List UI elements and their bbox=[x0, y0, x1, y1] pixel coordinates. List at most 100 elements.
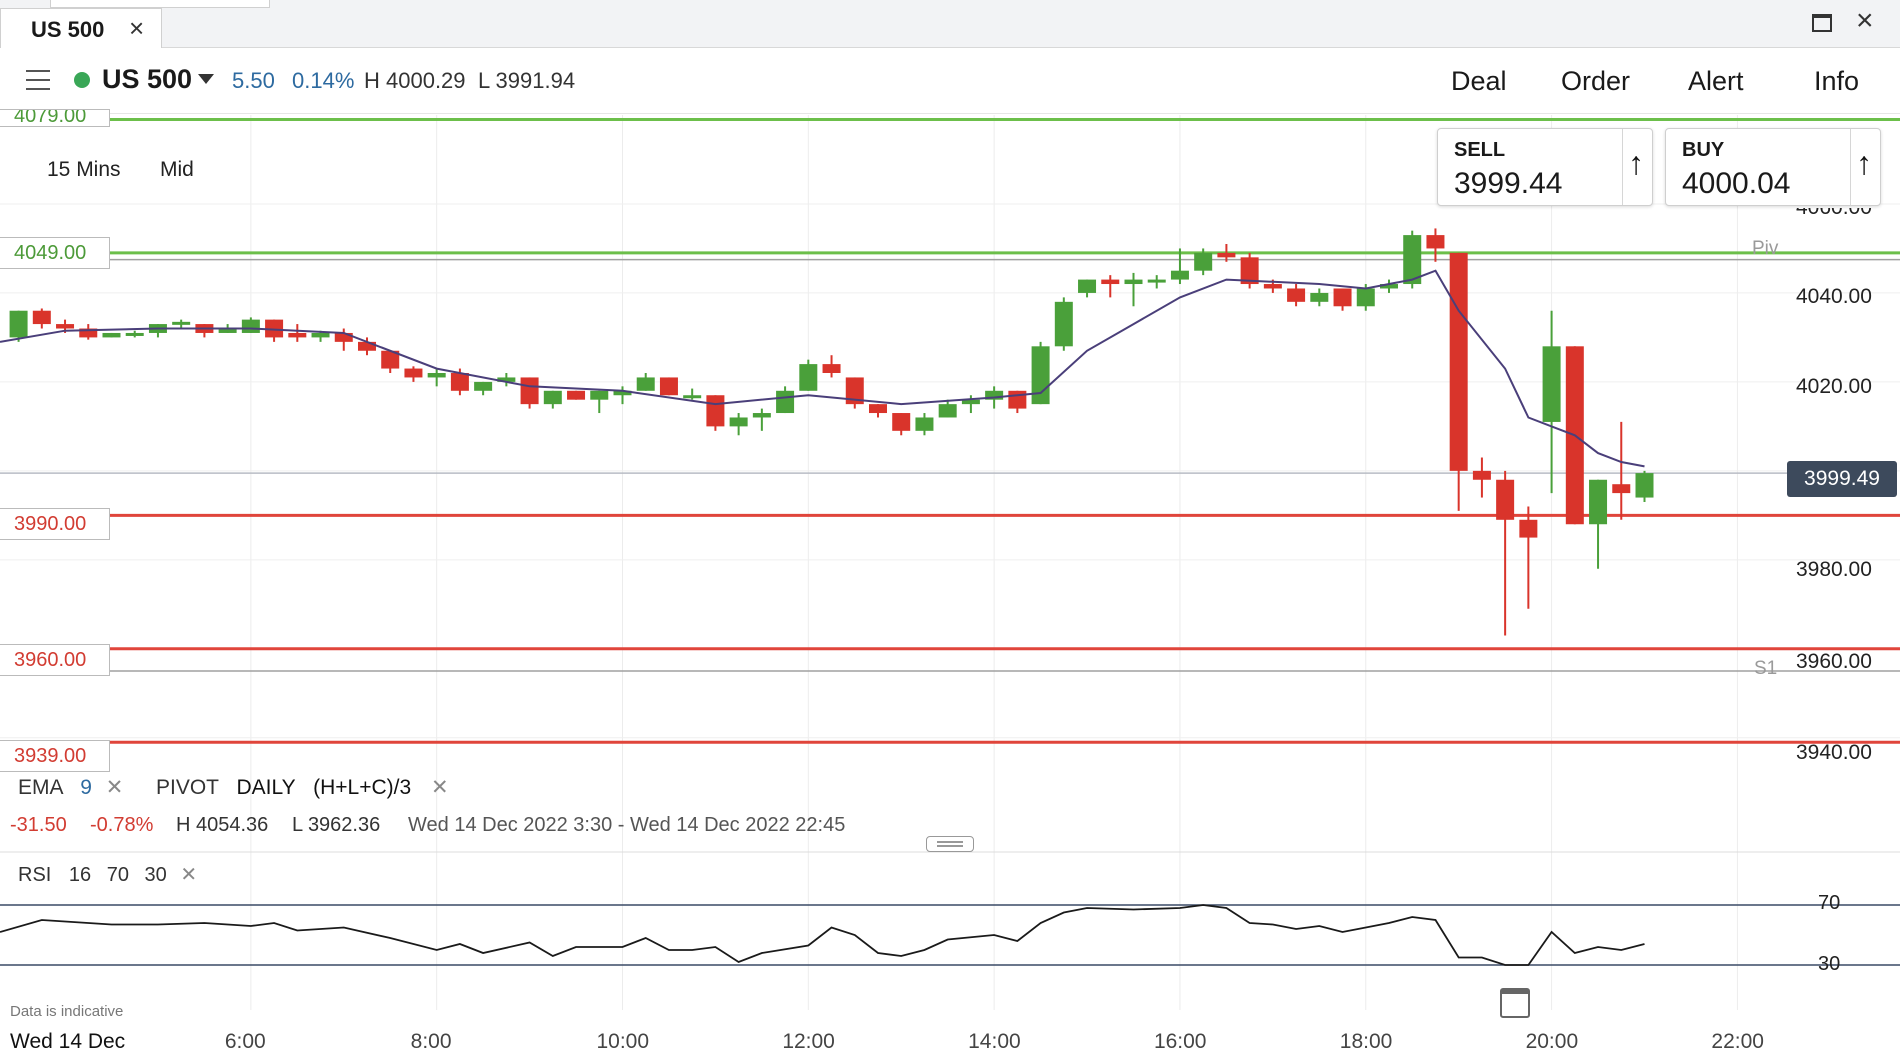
time-axis-label: 20:00 bbox=[1525, 1030, 1579, 1053]
calendar-icon[interactable] bbox=[1500, 988, 1530, 1018]
candle-body-up bbox=[752, 413, 771, 418]
candle-body-up bbox=[1078, 279, 1097, 293]
candle-body-down bbox=[334, 332, 353, 342]
candle-body-up bbox=[497, 377, 516, 382]
pivot-legend[interactable]: PIVOT DAILY (H+L+C)/3 ✕ bbox=[156, 775, 449, 800]
price-type-selector[interactable]: Mid bbox=[160, 158, 194, 181]
order-button[interactable]: Order bbox=[1561, 66, 1631, 96]
candle-body-down bbox=[79, 328, 98, 338]
candle-body-up bbox=[776, 390, 795, 414]
pane-resize-handle[interactable] bbox=[926, 836, 974, 852]
instrument-symbol[interactable]: US 500 bbox=[102, 64, 193, 94]
candle-body-down bbox=[659, 377, 678, 396]
daily-high: H 4000.29 bbox=[364, 68, 466, 93]
candle-body-up bbox=[1379, 284, 1398, 289]
candle-body-down bbox=[288, 332, 307, 338]
deal-button[interactable]: Deal bbox=[1451, 66, 1507, 96]
candle-body-down bbox=[265, 319, 284, 338]
rsi-axis-label: 70 bbox=[1818, 892, 1841, 914]
candle-body-down bbox=[706, 395, 725, 427]
remove-pivot-icon[interactable]: ✕ bbox=[430, 776, 449, 799]
candle-body-down bbox=[1333, 288, 1352, 307]
candle-body-up bbox=[102, 332, 121, 338]
candle-body-down bbox=[1449, 252, 1468, 471]
candle-body-down bbox=[56, 324, 75, 329]
candle-body-down bbox=[1426, 235, 1445, 249]
candle-body-down bbox=[404, 368, 423, 378]
candle-body-up bbox=[1310, 292, 1329, 302]
close-window-icon[interactable]: × bbox=[1856, 4, 1874, 37]
daily-change: 5.50 bbox=[232, 68, 275, 93]
arrow-up-icon: ↑ bbox=[1856, 145, 1872, 181]
candle-body-down bbox=[1263, 284, 1282, 289]
range-change-percent: -0.78% bbox=[90, 814, 154, 836]
axis-tick-label: 4040.00 bbox=[1796, 285, 1872, 308]
buy-quote-button[interactable]: BUY 4000.04 ↑ bbox=[1665, 128, 1881, 206]
level-tag-3960: 3960.00 bbox=[0, 644, 110, 676]
data-disclaimer: Data is indicative bbox=[10, 1003, 124, 1020]
candle-body-up bbox=[241, 319, 260, 333]
rsi-label: RSI bbox=[18, 864, 52, 886]
candle-body-down bbox=[357, 341, 376, 351]
time-axis-label: 8:00 bbox=[410, 1030, 452, 1053]
level-tag-4049: 4049.00 bbox=[0, 237, 110, 269]
candle-body-up bbox=[311, 332, 330, 338]
candle-body-up bbox=[1356, 288, 1375, 307]
candle-body-up bbox=[1031, 346, 1050, 405]
axis-tick-label: 4020.00 bbox=[1796, 375, 1872, 398]
candle-body-down bbox=[381, 350, 400, 369]
candle-body-down bbox=[1612, 484, 1631, 494]
candle-body-up bbox=[613, 390, 632, 396]
daily-low: L 3991.94 bbox=[478, 68, 576, 93]
sell-quote-button[interactable]: SELL 3999.44 ↑ bbox=[1437, 128, 1653, 206]
level-tag-3990: 3990.00 bbox=[0, 508, 110, 540]
tab-title: US 500 bbox=[31, 17, 105, 42]
background-tab[interactable] bbox=[50, 0, 270, 8]
candle-body-up bbox=[172, 321, 191, 325]
candle-body-up bbox=[474, 381, 493, 391]
s1-label: S1 bbox=[1754, 658, 1778, 679]
time-axis-label: 10:00 bbox=[596, 1030, 650, 1053]
candle-body-up bbox=[683, 395, 702, 399]
candle-body-up bbox=[1124, 279, 1143, 285]
ema-label: EMA bbox=[18, 776, 63, 799]
rsi-period: 16 bbox=[68, 864, 92, 886]
time-axis-label: 12:00 bbox=[782, 1030, 835, 1053]
pivot-label: PIVOT bbox=[156, 776, 219, 799]
candle-body-up bbox=[799, 364, 818, 391]
remove-ema-icon[interactable]: ✕ bbox=[105, 776, 124, 799]
candle-body-up bbox=[1147, 279, 1166, 283]
remove-rsi-icon[interactable]: ✕ bbox=[180, 864, 198, 886]
candle-body-up bbox=[1054, 301, 1073, 347]
candle-body-up bbox=[1170, 270, 1189, 280]
candle-body-down bbox=[1287, 288, 1306, 302]
sell-price: 3999.44 bbox=[1454, 167, 1563, 200]
alert-button[interactable]: Alert bbox=[1688, 66, 1744, 96]
candle-body-down bbox=[1519, 519, 1538, 538]
candle-body-up bbox=[1635, 473, 1654, 498]
divider bbox=[1622, 129, 1623, 205]
candle-body-down bbox=[1101, 279, 1120, 285]
pivot-period: DAILY bbox=[236, 776, 296, 799]
axis-tick-label: 3940.00 bbox=[1796, 741, 1872, 764]
timeframe-selector[interactable]: 15 Mins bbox=[47, 158, 121, 181]
rsi-axis-label: 30 bbox=[1818, 953, 1841, 975]
hamburger-menu-icon[interactable] bbox=[26, 70, 50, 90]
candle-body-up bbox=[938, 404, 957, 418]
ema-legend[interactable]: EMA 9 ✕ bbox=[18, 775, 123, 800]
date-range: Wed 14 Dec 2022 3:30 - Wed 14 Dec 2022 2… bbox=[408, 814, 846, 836]
candle-body-down bbox=[450, 373, 469, 391]
tab-close-icon[interactable]: × bbox=[129, 13, 145, 43]
chevron-down-icon[interactable] bbox=[198, 74, 214, 84]
candle-body-down bbox=[567, 390, 586, 400]
tab-us-500[interactable]: US 500 × bbox=[0, 8, 162, 48]
divider bbox=[1850, 129, 1851, 205]
range-high: H 4054.36 bbox=[176, 814, 269, 836]
rsi-lower: 30 bbox=[144, 864, 167, 886]
candle-body-down bbox=[1008, 390, 1027, 409]
buy-price: 4000.04 bbox=[1682, 167, 1791, 200]
maximize-icon[interactable] bbox=[1812, 14, 1832, 32]
info-button[interactable]: Info bbox=[1814, 66, 1860, 96]
rsi-legend[interactable]: RSI 16 70 30 ✕ bbox=[18, 862, 197, 887]
